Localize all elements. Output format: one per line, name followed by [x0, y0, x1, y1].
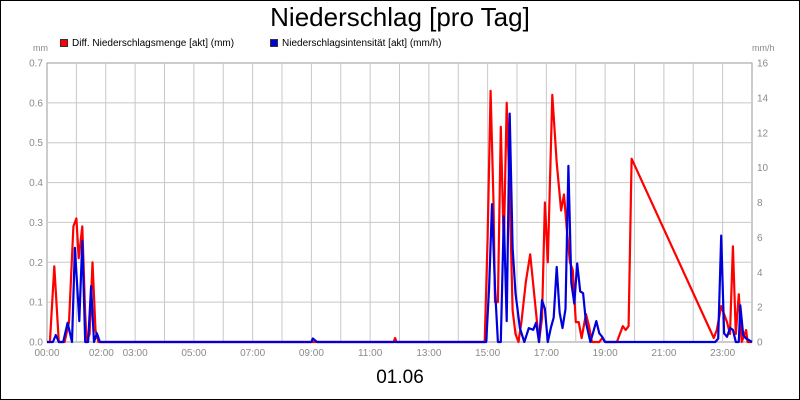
- y-tick-right: 10: [757, 163, 769, 174]
- x-tick: 07:00: [240, 348, 265, 359]
- legend-item-menge: Diff. Niederschlagsmenge [akt] (mm): [60, 38, 234, 49]
- y-tick-left: 0.3: [29, 218, 43, 229]
- x-tick: 03:00: [123, 348, 148, 359]
- y-tick-left: 0.6: [29, 98, 43, 109]
- grid-lines: [46, 62, 753, 343]
- x-tick: 00:00: [34, 348, 59, 359]
- x-tick: 19:00: [593, 348, 618, 359]
- y-tick-right: 14: [757, 93, 769, 104]
- y-tick-left: 0.0: [29, 338, 43, 349]
- y-tick-right: 4: [757, 268, 763, 279]
- date-label: 01.06: [376, 367, 424, 388]
- legend-item-intensitaet: Niederschlagsintensität [akt] (mm/h): [270, 38, 442, 49]
- left-axis-unit: mm: [33, 43, 48, 53]
- y-tick-left: 0.5: [29, 138, 43, 149]
- series-line-intensitaet: [47, 112, 753, 344]
- x-tick: 13:00: [416, 348, 441, 359]
- x-tick: 17:00: [534, 348, 559, 359]
- y-tick-right: 8: [757, 198, 763, 209]
- x-tick: 23:00: [710, 348, 735, 359]
- y-tick-left: 0.2: [29, 258, 43, 269]
- x-tick: 05:00: [181, 348, 206, 359]
- y-tick-left: 0.1: [29, 298, 43, 309]
- x-tick: 21:00: [651, 348, 676, 359]
- y-tick-right: 0: [757, 338, 763, 349]
- x-tick: 02:00: [89, 348, 114, 359]
- y-tick-right: 2: [757, 303, 763, 314]
- right-axis-unit: mm/h: [752, 43, 775, 53]
- legend-swatch-red: [60, 39, 68, 47]
- x-tick: 11:00: [358, 348, 383, 359]
- y-tick-left: 0.7: [29, 59, 43, 70]
- x-tick: 15:00: [475, 348, 500, 359]
- axis-layer: 0.0 0.1 0.2 0.3 0.4 0.5 0.6 0.7 0 2 4 6 8 10 12 14 16 00:…: [29, 59, 768, 360]
- x-tick: 09:00: [299, 348, 324, 359]
- legend-swatch-blue: [270, 39, 278, 47]
- series-line-menge: [47, 89, 752, 344]
- chart-title: Niederschlag [pro Tag]: [270, 2, 530, 32]
- series-layer: [47, 89, 753, 344]
- y-tick-right: 16: [757, 59, 769, 70]
- legend-label-menge: Diff. Niederschlagsmenge [akt] (mm): [72, 38, 235, 49]
- y-tick-right: 12: [757, 128, 769, 139]
- y-tick-right: 6: [757, 233, 763, 244]
- legend-label-intensitaet: Niederschlagsintensität [akt] (mm/h): [282, 38, 442, 49]
- y-tick-left: 0.4: [29, 178, 43, 189]
